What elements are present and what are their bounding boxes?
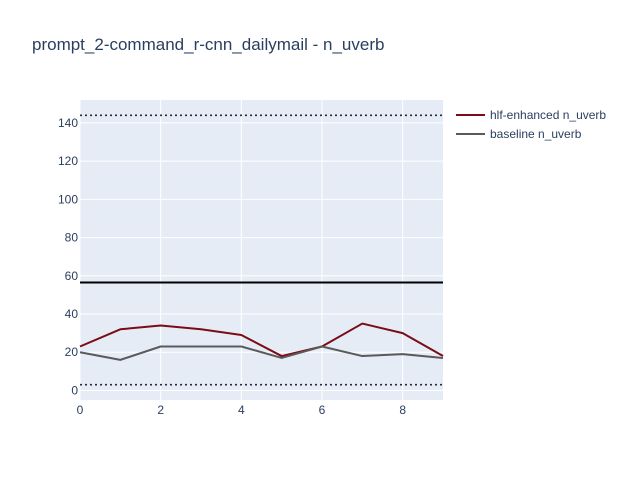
legend-label: baseline n_uverb — [490, 127, 582, 141]
y-tick-label: 100 — [58, 192, 78, 206]
legend-label: hlf-enhanced n_uverb — [490, 108, 606, 122]
x-tick-label: 8 — [399, 403, 406, 417]
x-tick-label: 0 — [77, 403, 84, 417]
y-tick-label: 80 — [65, 231, 79, 245]
legend: hlf-enhanced n_uverb baseline n_uverb — [456, 108, 606, 141]
tick-labels: 0 20 40 60 80 100 120 140 0 2 4 6 8 — [58, 116, 406, 417]
y-tick-label: 120 — [58, 154, 78, 168]
x-tick-label: 4 — [238, 403, 245, 417]
y-tick-label: 0 — [71, 383, 78, 397]
x-tick-label: 6 — [319, 403, 326, 417]
reference-lines — [80, 114, 443, 386]
series-line-baseline — [79, 345, 444, 361]
chart-title: prompt_2-command_r-cnn_dailymail - n_uve… — [32, 35, 384, 54]
plot-area — [80, 100, 443, 400]
series-line-hlf-enhanced — [79, 322, 444, 358]
y-tick-label: 20 — [65, 345, 79, 359]
series-lines — [79, 322, 444, 361]
x-tick-label: 2 — [157, 403, 164, 417]
y-tick-label: 40 — [65, 307, 79, 321]
y-tick-label: 140 — [58, 116, 78, 130]
y-tick-label: 60 — [65, 269, 79, 283]
